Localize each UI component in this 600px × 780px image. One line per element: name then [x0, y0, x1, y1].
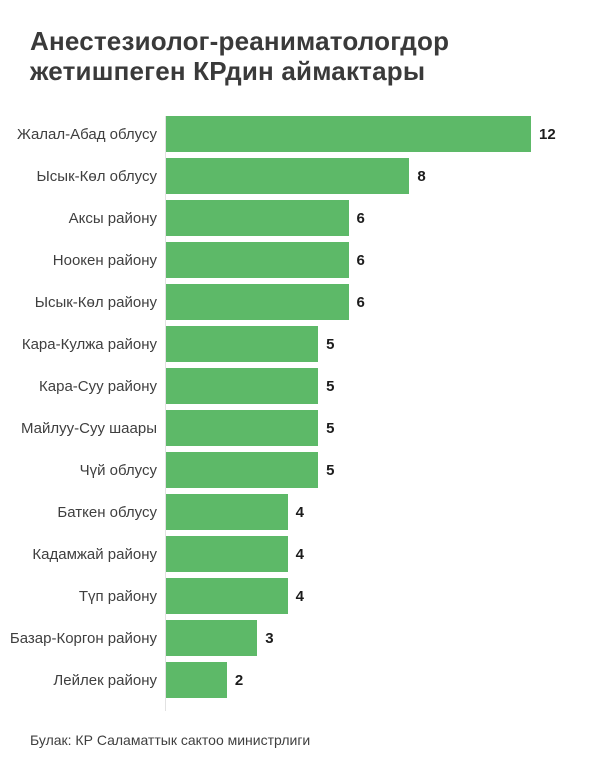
category-label: Кара-Кулжа району: [21, 335, 157, 353]
bar-track: 4: [166, 494, 600, 530]
bar: [166, 284, 349, 320]
category-label: Ысык-Көл облусу: [36, 167, 157, 185]
bar-track: 6: [166, 242, 600, 278]
bar-row: Ноокен району 6: [0, 242, 600, 278]
bar-track: 2: [166, 662, 600, 698]
bar-value-label: 4: [295, 545, 304, 563]
bar-row: Чүй облусу 5: [0, 452, 600, 488]
bar: [166, 200, 349, 236]
category-label: Жалал-Абад облусу: [16, 125, 157, 143]
bar: [166, 662, 227, 698]
bar-row: Базар-Коргон району 3: [0, 620, 600, 656]
bar-track: 8: [166, 158, 600, 194]
category-label: Майлуу-Суу шаары: [21, 419, 157, 437]
category-label: Түп району: [78, 587, 157, 605]
category-label: Кара-Суу району: [39, 377, 157, 395]
bar-track: 5: [166, 410, 600, 446]
bar-row: Аксы району 6: [0, 200, 600, 236]
bar-value-label: 6: [356, 209, 365, 227]
category-label: Аксы району: [68, 209, 157, 227]
bar-track: 5: [166, 368, 600, 404]
bar-row: Түп району 4: [0, 578, 600, 614]
bar-track: 5: [166, 326, 600, 362]
bar-row: Ысык-Көл облусу 8: [0, 158, 600, 194]
category-label: Кадамжай району: [32, 545, 157, 563]
bar-track: 5: [166, 452, 600, 488]
source-caption: Булак: КР Саламаттык сактоо министрлиги: [30, 732, 311, 748]
bar-row: Ысык-Көл району 6: [0, 284, 600, 320]
bar-track: 4: [166, 536, 600, 572]
bar: [166, 116, 531, 152]
bar: [166, 536, 288, 572]
bar-track: 6: [166, 284, 600, 320]
bar: [166, 242, 349, 278]
bar-track: 12: [166, 116, 600, 152]
y-axis-line: [165, 116, 166, 711]
bar-row: Баткен облусу 4: [0, 494, 600, 530]
bar: [166, 326, 319, 362]
bar-value-label: 4: [295, 503, 304, 521]
bar-row: Кара-Суу району 5: [0, 368, 600, 404]
bar-value-label: 5: [326, 377, 335, 395]
category-label: Баткен облусу: [57, 503, 157, 521]
bar-track: 4: [166, 578, 600, 614]
bar-row: Кара-Кулжа району 5: [0, 326, 600, 362]
category-label: Базар-Коргон району: [9, 629, 157, 647]
bar: [166, 578, 288, 614]
bar-row: Лейлек району 2: [0, 662, 600, 698]
bar: [166, 494, 288, 530]
bar: [166, 410, 319, 446]
bar-value-label: 8: [417, 167, 426, 185]
bar: [166, 368, 319, 404]
bar-value-label: 6: [356, 251, 365, 269]
bar-value-label: 4: [295, 587, 304, 605]
bar-value-label: 5: [326, 335, 335, 353]
bar: [166, 158, 410, 194]
bar-row: Кадамжай району 4: [0, 536, 600, 572]
bar-value-label: 12: [539, 125, 556, 143]
bar: [166, 620, 258, 656]
category-label: Ноокен району: [52, 251, 157, 269]
category-label: Чүй облусу: [79, 461, 157, 479]
bar-value-label: 6: [356, 293, 365, 311]
chart-title: Анестезиолог-реаниматологдор жетишпеген …: [30, 26, 450, 86]
category-label: Лейлек району: [53, 671, 157, 689]
bar-value-label: 5: [326, 419, 335, 437]
bar-value-label: 3: [265, 629, 274, 647]
bar-row: Майлуу-Суу шаары 5: [0, 410, 600, 446]
bar-row: Жалал-Абад облусу 12: [0, 116, 600, 152]
bar-chart: Жалал-Абад облусу 12 Ысык-Көл облусу 8 Аксы …: [0, 116, 600, 711]
bar: [166, 452, 319, 488]
bar-track: 6: [166, 200, 600, 236]
category-label: Ысык-Көл району: [34, 293, 157, 311]
bar-value-label: 5: [326, 461, 335, 479]
bar-value-label: 2: [234, 671, 244, 689]
bar-track: 3: [166, 620, 600, 656]
bar-rows: Жалал-Абад облусу 12 Ысык-Көл облусу 8 Аксы …: [0, 116, 600, 698]
